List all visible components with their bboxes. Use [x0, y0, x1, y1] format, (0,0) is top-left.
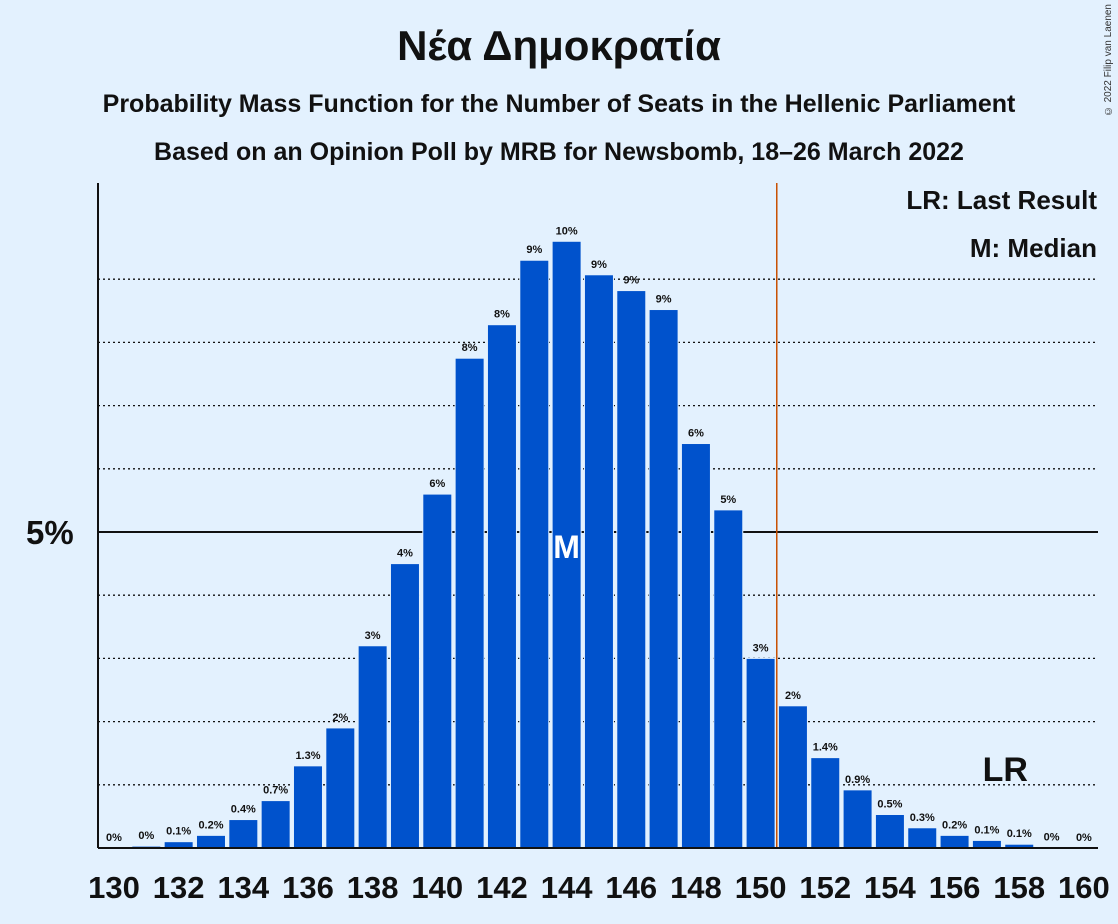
data-label-159: 0% [1044, 831, 1060, 843]
data-label-137: 2% [332, 712, 348, 724]
data-label-155: 0.3% [910, 812, 935, 824]
x-tick-label-138: 138 [347, 870, 399, 905]
bar-135 [260, 800, 291, 849]
median-marker: M [553, 529, 580, 565]
data-label-154: 0.5% [877, 799, 902, 811]
bar-151 [777, 705, 808, 849]
x-tick-label-152: 152 [799, 870, 851, 905]
data-label-143: 9% [526, 244, 542, 256]
y-tick-label-5pct: 5% [26, 514, 74, 551]
data-label-152: 1.4% [813, 742, 838, 754]
x-tick-label-134: 134 [217, 870, 269, 905]
bar-142 [486, 324, 517, 849]
x-tick-label-136: 136 [282, 870, 334, 905]
bar-133 [195, 834, 226, 849]
axes [97, 183, 1098, 849]
data-label-157: 0.1% [974, 824, 999, 836]
data-label-156: 0.2% [942, 819, 967, 831]
x-tick-label-140: 140 [411, 870, 463, 905]
data-label-147: 9% [656, 294, 672, 306]
chart-subtitle-2: Based on an Opinion Poll by MRB for News… [154, 138, 964, 166]
data-label-160: 0% [1076, 832, 1092, 844]
bar-150 [745, 657, 776, 849]
chart-title: Νέα Δημοκρατία [397, 22, 721, 69]
x-tick-labels: 130 132 134 136 138 140 142 144 146 148 150 152 154 1… [88, 870, 1110, 905]
bar-145 [583, 274, 614, 849]
data-label-145: 9% [591, 259, 607, 271]
x-tick-label-130: 130 [88, 870, 140, 905]
data-label-158: 0.1% [1007, 828, 1032, 840]
bar-134 [228, 819, 259, 849]
bars [131, 240, 1067, 849]
bar-149 [713, 509, 744, 849]
bar-147 [648, 309, 679, 849]
data-label-149: 5% [720, 494, 736, 506]
bar-141 [454, 357, 485, 849]
x-tick-label-132: 132 [153, 870, 205, 905]
data-label-131: 0% [138, 830, 154, 842]
x-tick-label-144: 144 [541, 870, 593, 905]
bar-136 [292, 765, 323, 849]
data-label-136: 1.3% [295, 750, 320, 762]
x-tick-label-154: 154 [864, 870, 916, 905]
data-label-134: 0.4% [231, 804, 256, 816]
data-label-142: 8% [494, 309, 510, 321]
data-label-150: 3% [753, 642, 769, 654]
legend-last-result: LR: Last Result [906, 185, 1097, 215]
data-label-132: 0.1% [166, 826, 191, 838]
x-tick-label-160: 160 [1058, 870, 1110, 905]
data-label-139: 4% [397, 548, 413, 560]
data-label-138: 3% [365, 630, 381, 642]
bar-155 [907, 827, 938, 849]
x-tick-label-150: 150 [735, 870, 787, 905]
data-label-153: 0.9% [845, 774, 870, 786]
x-tick-label-146: 146 [605, 870, 657, 905]
data-label-130: 0% [106, 832, 122, 844]
x-tick-label-142: 142 [476, 870, 528, 905]
chart-subtitle-1: Probability Mass Function for the Number… [102, 90, 1016, 118]
legend-median: M: Median [970, 233, 1097, 263]
last-result-marker: LR [983, 751, 1028, 789]
bar-157 [971, 839, 1002, 849]
data-label-133: 0.2% [198, 819, 223, 831]
x-tick-label-156: 156 [929, 870, 981, 905]
data-label-140: 6% [429, 478, 445, 490]
data-label-146: 9% [623, 275, 639, 287]
data-label-151: 2% [785, 690, 801, 702]
data-label-135: 0.7% [263, 785, 288, 797]
x-tick-label-158: 158 [993, 870, 1045, 905]
data-labels: 0% 0% 0.1% 0.2% 0.4% 0.7% 1.3% 2% 3% 4% 6% 8% 8% 9% 10… [106, 225, 1092, 844]
bar-146 [616, 290, 647, 849]
bar-140 [422, 493, 453, 849]
bar-138 [357, 645, 388, 849]
data-label-141: 8% [462, 342, 478, 354]
bar-153 [842, 789, 873, 849]
bar-137 [325, 727, 356, 849]
x-tick-label-148: 148 [670, 870, 722, 905]
data-label-148: 6% [688, 428, 704, 440]
data-label-144: 10% [556, 225, 578, 237]
bar-152 [810, 757, 841, 849]
bar-156 [939, 834, 970, 849]
bar-139 [389, 563, 420, 849]
bar-154 [874, 814, 905, 849]
bar-143 [519, 259, 550, 849]
bar-148 [680, 443, 711, 849]
